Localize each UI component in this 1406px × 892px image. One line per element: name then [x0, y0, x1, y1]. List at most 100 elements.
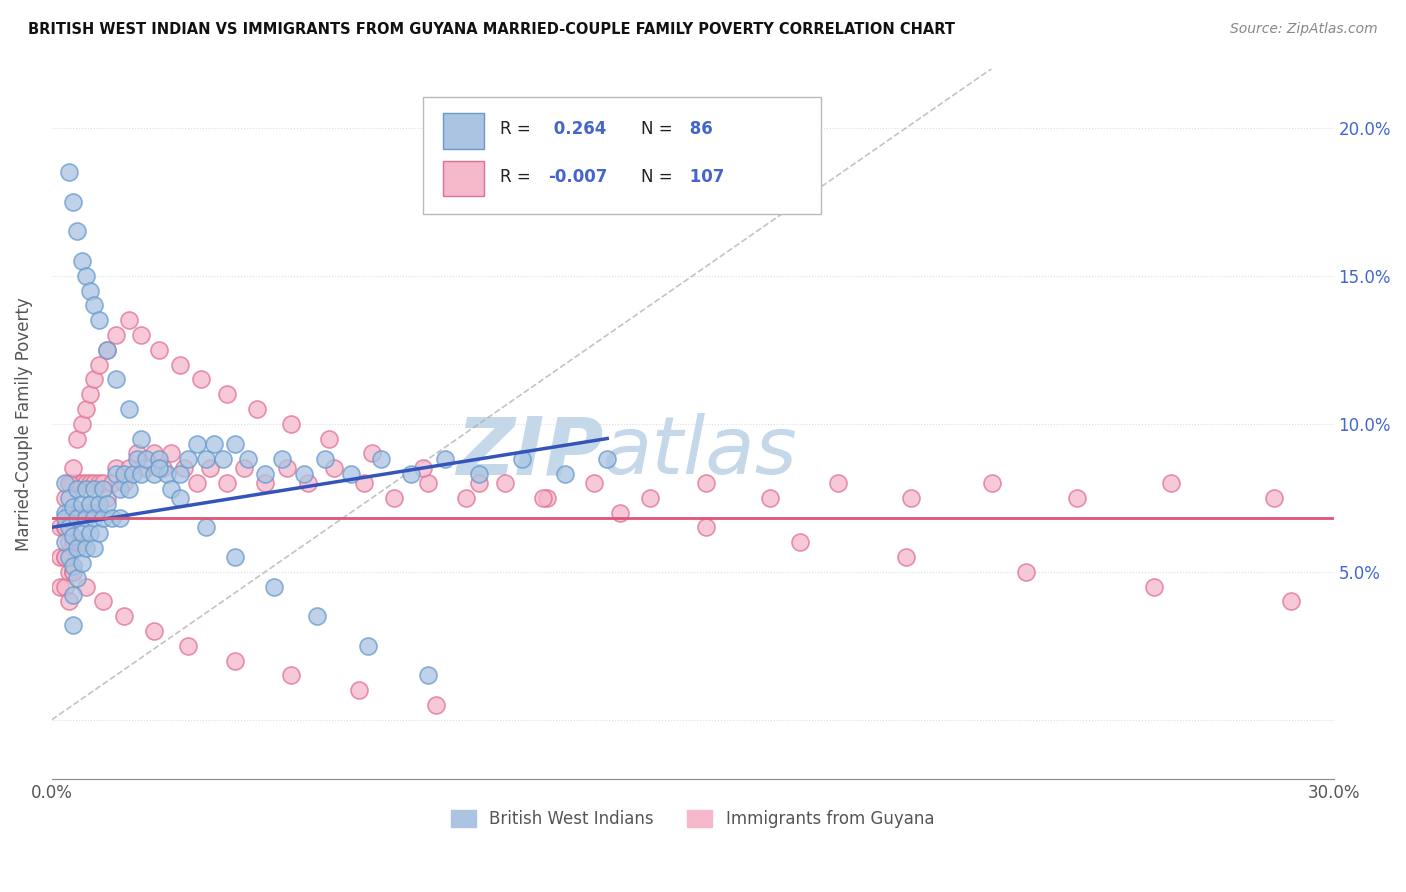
Point: [53, 580, 76, 594]
Point: [148, 452, 170, 467]
Point: [58, 475, 80, 490]
Point: [87, 313, 110, 327]
Point: [62, 565, 84, 579]
Point: [211, 452, 233, 467]
Point: [254, 475, 277, 490]
Point: [131, 467, 153, 481]
Point: [58, 506, 80, 520]
Point: [276, 461, 298, 475]
Point: [215, 475, 238, 490]
Point: [292, 467, 315, 481]
Point: [83, 482, 105, 496]
Point: [194, 452, 217, 467]
Point: [177, 639, 200, 653]
Point: [122, 467, 145, 481]
Point: [75, 506, 97, 520]
Point: [494, 475, 516, 490]
Point: [416, 668, 439, 682]
Point: [297, 475, 319, 490]
Point: [263, 580, 285, 594]
Point: [53, 535, 76, 549]
Point: [186, 475, 208, 490]
Point: [62, 194, 84, 209]
Point: [468, 467, 491, 481]
Point: [70, 254, 93, 268]
Point: [79, 284, 101, 298]
Point: [53, 520, 76, 534]
Point: [53, 506, 76, 520]
Point: [1263, 491, 1285, 505]
Point: [314, 452, 336, 467]
Point: [112, 467, 135, 481]
Point: [66, 482, 89, 496]
Point: [305, 609, 328, 624]
Point: [58, 491, 80, 505]
Point: [79, 526, 101, 541]
Point: [87, 497, 110, 511]
Point: [83, 541, 105, 555]
Point: [280, 417, 302, 431]
Point: [148, 343, 170, 357]
Point: [224, 653, 246, 667]
Point: [224, 437, 246, 451]
Point: [160, 482, 183, 496]
Point: [83, 372, 105, 386]
Text: N =: N =: [641, 120, 673, 138]
Point: [58, 565, 80, 579]
Point: [531, 491, 554, 505]
Point: [553, 467, 575, 481]
Point: [143, 467, 166, 481]
Point: [233, 461, 256, 475]
Point: [318, 432, 340, 446]
Point: [66, 511, 89, 525]
Point: [202, 437, 225, 451]
Point: [70, 526, 93, 541]
Point: [131, 432, 153, 446]
Point: [75, 268, 97, 283]
Point: [62, 588, 84, 602]
Point: [135, 452, 157, 467]
Point: [91, 594, 114, 608]
Point: [758, 491, 780, 505]
Point: [280, 668, 302, 682]
Point: [96, 343, 118, 357]
Point: [53, 511, 76, 525]
Text: BRITISH WEST INDIAN VS IMMIGRANTS FROM GUYANA MARRIED-COUPLE FAMILY POVERTY CORR: BRITISH WEST INDIAN VS IMMIGRANTS FROM G…: [28, 22, 955, 37]
Point: [143, 446, 166, 460]
Point: [70, 417, 93, 431]
Point: [980, 475, 1002, 490]
Point: [62, 461, 84, 475]
Point: [190, 372, 212, 386]
Point: [70, 506, 93, 520]
Point: [827, 475, 849, 490]
Point: [416, 475, 439, 490]
Bar: [443, 113, 484, 149]
Point: [79, 506, 101, 520]
Y-axis label: Married-Couple Family Poverty: Married-Couple Family Poverty: [15, 297, 32, 550]
Point: [900, 491, 922, 505]
Point: [118, 313, 141, 327]
Point: [75, 482, 97, 496]
Point: [127, 446, 149, 460]
Point: [49, 580, 72, 594]
Point: [1066, 491, 1088, 505]
Point: [70, 497, 93, 511]
Point: [1279, 594, 1302, 608]
Point: [108, 511, 131, 525]
Point: [169, 491, 191, 505]
Point: [83, 475, 105, 490]
Text: 86: 86: [683, 120, 713, 138]
Point: [53, 520, 76, 534]
Point: [238, 452, 260, 467]
Point: [1160, 475, 1182, 490]
Point: [112, 609, 135, 624]
Point: [349, 683, 371, 698]
Point: [79, 475, 101, 490]
Bar: [443, 161, 484, 196]
Point: [246, 401, 269, 416]
FancyBboxPatch shape: [423, 97, 821, 214]
Point: [370, 452, 392, 467]
Point: [433, 452, 456, 467]
Point: [75, 541, 97, 555]
Point: [215, 387, 238, 401]
